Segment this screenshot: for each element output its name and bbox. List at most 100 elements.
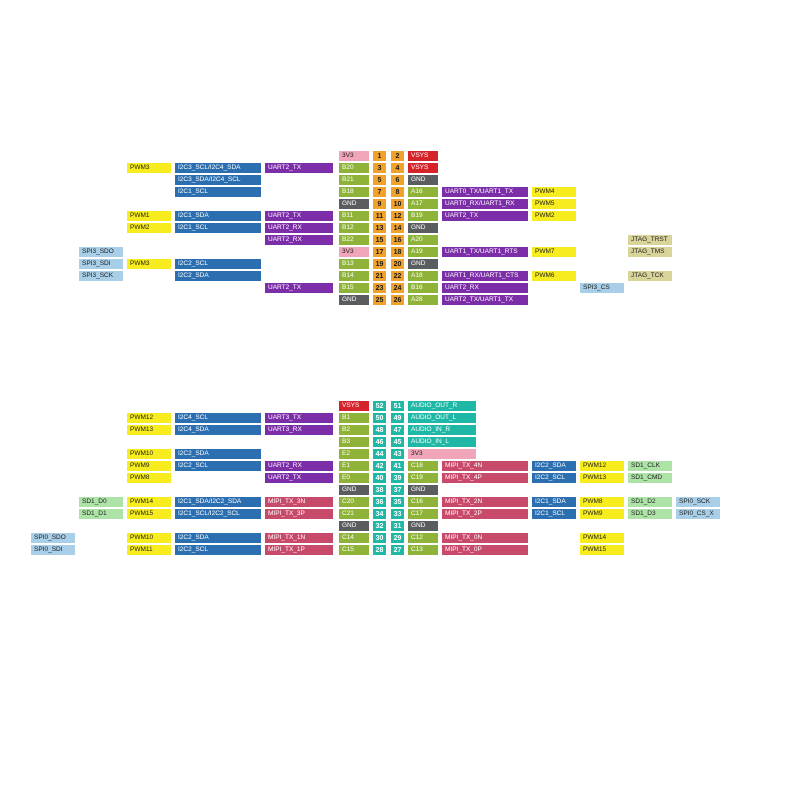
top-pin-4: 4 [390,162,405,174]
bot-rlabel-4: MIPI_TX_4P [441,472,529,484]
bot-pin-44: 44 [372,448,387,460]
top-net-23: B15 [338,282,370,294]
bot-rlabel-9: I2C1_SDA [531,496,577,508]
bot-pin-47: 47 [390,424,405,436]
top-net-10: A17 [407,198,439,210]
top-rlabel-10: JTAG_TCK [627,270,673,282]
top-pin-6: 6 [390,174,405,186]
bot-llabel-13: MIPI_TX_3N [264,496,334,508]
bot-net-36: C20 [338,496,370,508]
bot-rlabel-16: SD1_D3 [627,508,673,520]
bot-llabel-12: PWM8 [126,472,172,484]
top-llabel-4: I2C1_SCL [174,186,262,198]
bot-llabel-18: I2C1_SCL/I2C2_SCL [174,508,262,520]
top-pin-10: 10 [390,198,405,210]
bot-net-45: AUDIO_IN_L [407,436,477,448]
bot-rlabel-6: PWM13 [579,472,625,484]
bot-net-27: C13 [407,544,439,556]
bot-net-29: C12 [407,532,439,544]
bot-pin-34: 34 [372,508,387,520]
top-llabel-12: SPI3_SDO [78,246,124,258]
top-net-18: A19 [407,246,439,258]
bot-pin-32: 32 [372,520,387,532]
top-net-13: B12 [338,222,370,234]
top-pin-3: 3 [372,162,387,174]
bot-rlabel-20: MIPI_TX_0P [441,544,529,556]
bot-llabel-17: MIPI_TX_3P [264,508,334,520]
bot-pin-38: 38 [372,484,387,496]
bot-pin-36: 36 [372,496,387,508]
bot-net-28: C15 [338,544,370,556]
bot-rlabel-13: MIPI_TX_2P [441,508,529,520]
bot-llabel-1: I2C4_SCL [174,412,262,424]
top-llabel-17: SPI3_SCK [78,270,124,282]
bot-net-32: GND [338,520,370,532]
top-pin-9: 9 [372,198,387,210]
top-llabel-8: UART2_RX [264,222,334,234]
top-pin-2: 2 [390,150,405,162]
top-net-21: B14 [338,270,370,282]
top-net-14: GND [407,222,439,234]
top-rlabel-15: UART2_TX/UART1_TX [441,294,529,306]
top-pin-13: 13 [372,222,387,234]
bot-llabel-20: SD1_D1 [78,508,124,520]
bot-net-33: C17 [407,508,439,520]
bot-llabel-23: PWM10 [126,532,172,544]
bot-pin-51: 51 [390,400,405,412]
bot-pin-37: 37 [390,484,405,496]
top-pin-26: 26 [390,294,405,306]
bot-pin-45: 45 [390,436,405,448]
bot-net-34: C21 [338,508,370,520]
bot-rlabel-12: SPI0_SCK [675,496,721,508]
top-net-9: GND [338,198,370,210]
bot-rlabel-8: MIPI_TX_2N [441,496,529,508]
bot-llabel-9: I2C2_SCL [174,460,262,472]
top-rlabel-9: JTAG_TMS [627,246,673,258]
top-rlabel-14: SPI3_CS [579,282,625,294]
top-llabel-15: SPI3_SDI [78,258,124,270]
bot-llabel-7: PWM10 [126,448,172,460]
bot-llabel-16: SD1_D0 [78,496,124,508]
top-rlabel-13: UART2_RX [441,282,529,294]
bot-pin-41: 41 [390,460,405,472]
bot-net-43: 3V3 [407,448,477,460]
bot-llabel-8: UART2_RX [264,460,334,472]
top-net-25: GND [338,294,370,306]
top-net-12: B19 [407,210,439,222]
top-llabel-13: I2C2_SCL [174,258,262,270]
top-rlabel-6: JTAG_TRST [627,234,673,246]
top-rlabel-11: UART1_RX/UART1_CTS [441,270,529,282]
top-net-1: 3V3 [338,150,370,162]
top-pin-21: 21 [372,270,387,282]
top-net-20: GND [407,258,439,270]
bot-llabel-6: I2C2_SDA [174,448,262,460]
top-llabel-6: I2C1_SDA [174,210,262,222]
bot-pin-50: 50 [372,412,387,424]
bot-llabel-24: SPI0_SDO [30,532,76,544]
top-pin-11: 11 [372,210,387,222]
top-rlabel-7: UART1_TX/UART1_RTS [441,246,529,258]
top-net-16: A20 [407,234,439,246]
top-rlabel-5: PWM2 [531,210,577,222]
bot-pin-52: 52 [372,400,387,412]
top-rlabel-4: UART2_TX [441,210,529,222]
top-net-24: B16 [407,282,439,294]
bot-llabel-25: MIPI_TX_1P [264,544,334,556]
bot-rlabel-5: I2C2_SCL [531,472,577,484]
bot-net-52: VSYS [338,400,370,412]
top-llabel-1: I2C3_SCL/I2C4_SDA [174,162,262,174]
bot-pin-46: 46 [372,436,387,448]
bot-pin-43: 43 [390,448,405,460]
bot-pin-28: 28 [372,544,387,556]
bot-rlabel-3: SD1_CLK [627,460,673,472]
bot-pin-49: 49 [390,412,405,424]
top-rlabel-3: PWM5 [531,198,577,210]
bot-llabel-21: MIPI_TX_1N [264,532,334,544]
top-pin-12: 12 [390,210,405,222]
top-pin-17: 17 [372,246,387,258]
top-llabel-14: PWM3 [126,258,172,270]
bot-rlabel-2: PWM12 [579,460,625,472]
bot-rlabel-15: PWM9 [579,508,625,520]
bot-net-47: AUDIO_IN_R [407,424,477,436]
bot-net-31: GND [407,520,439,532]
